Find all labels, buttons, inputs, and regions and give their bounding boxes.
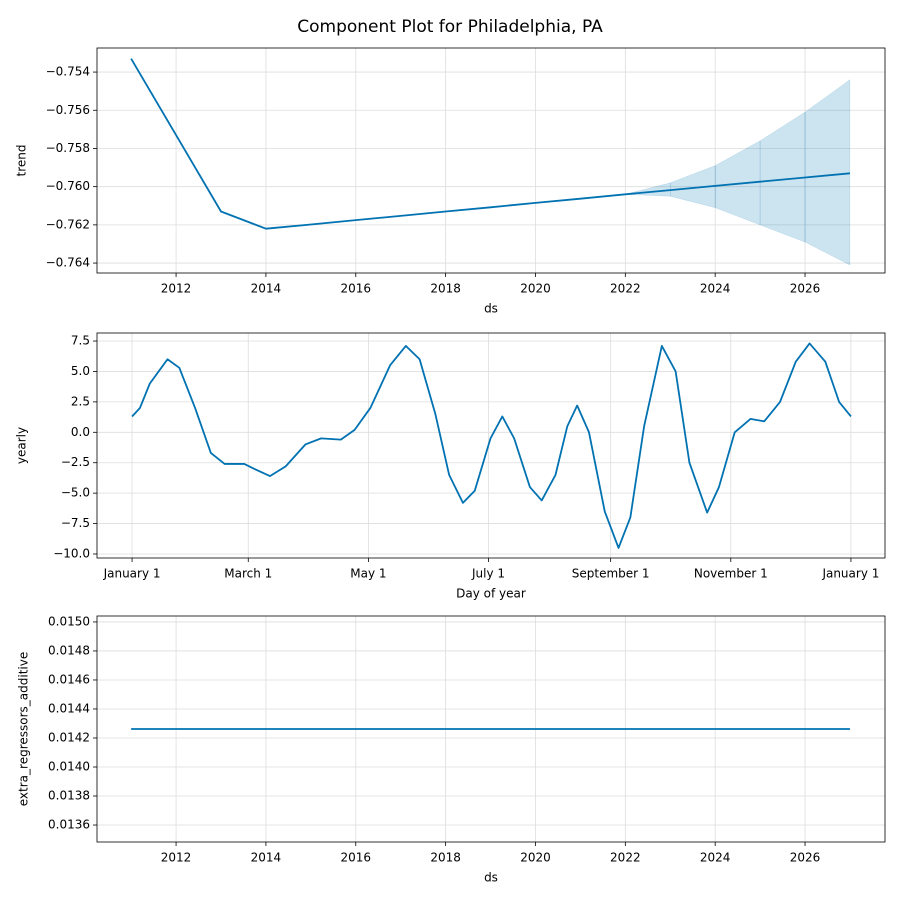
y-tick-label: −7.5: [61, 516, 90, 530]
x-axis-label: ds: [484, 871, 498, 885]
x-tick-label: 2016: [340, 851, 371, 865]
x-tick-label: 2018: [430, 282, 461, 296]
uncertainty-band: [714, 140, 761, 226]
y-tick-label: 0.0148: [48, 643, 90, 657]
y-tick-label: −0.764: [46, 256, 90, 270]
y-tick-label: −0.754: [46, 65, 90, 79]
x-tick-label: 2026: [790, 851, 821, 865]
x-tick-label: 2020: [520, 851, 551, 865]
x-tick-label: May 1: [350, 567, 386, 581]
y-axis-label: extra_regressors_additive: [17, 652, 31, 806]
y-axis-label: trend: [15, 145, 29, 177]
y-tick-label: 0.0146: [48, 672, 90, 686]
x-tick-label: September 1: [572, 567, 650, 581]
y-tick-label: 0.0142: [48, 730, 90, 744]
y-tick-label: 0.0144: [48, 701, 90, 715]
uncertainty-band: [759, 111, 806, 243]
x-tick-label: 2022: [610, 282, 641, 296]
x-tick-label: 2018: [430, 851, 461, 865]
x-tick-label: 2026: [790, 282, 821, 296]
x-tick-label: 2024: [700, 851, 731, 865]
x-tick-label: November 1: [694, 567, 768, 581]
y-tick-label: 0.0150: [48, 614, 90, 628]
y-tick-label: 0.0138: [48, 789, 90, 803]
y-tick-label: −0.762: [46, 217, 90, 231]
x-tick-label: 2014: [251, 851, 282, 865]
y-tick-label: −0.758: [46, 141, 90, 155]
y-tick-label: 2.5: [71, 394, 90, 408]
x-tick-label: January 1: [821, 567, 879, 581]
x-tick-label: 2020: [520, 282, 551, 296]
y-tick-label: −5.0: [61, 486, 90, 500]
subplot: 2012 2014 2016 2018 2020 2022 2024 2026 0.0136 0.…: [17, 614, 886, 885]
subplot: 2012 2014 2016 2018 2020 2022 2024 2026 −0.764 −0…: [15, 47, 886, 316]
y-tick-label: −0.756: [46, 103, 90, 117]
x-tick-label: 2012: [161, 282, 192, 296]
y-tick-label: 5.0: [71, 364, 90, 378]
x-tick-label: 2014: [251, 282, 282, 296]
x-tick-label: 2022: [610, 851, 641, 865]
uncertainty-band: [804, 79, 851, 266]
x-tick-label: January 1: [103, 567, 161, 581]
x-tick-label: July 1: [471, 567, 505, 581]
y-tick-label: −10.0: [53, 546, 90, 560]
subplot: January 1 March 1 May 1 July 1 September 1 No…: [15, 332, 886, 601]
y-tick-label: −0.760: [46, 179, 90, 193]
y-axis-label: yearly: [15, 427, 29, 464]
x-tick-label: 2024: [700, 282, 731, 296]
axes-frame: [96, 615, 886, 843]
line: [131, 342, 852, 549]
axes-frame: [96, 332, 886, 559]
x-tick-label: March 1: [224, 567, 272, 581]
y-tick-label: −2.5: [61, 455, 90, 469]
x-tick-label: 2016: [340, 282, 371, 296]
x-axis-label: Day of year: [456, 587, 526, 601]
y-tick-label: 0.0: [71, 425, 90, 439]
y-tick-label: 7.5: [71, 334, 90, 348]
y-tick-label: 0.0136: [48, 818, 90, 832]
line: [130, 58, 851, 230]
y-tick-label: 0.0140: [48, 760, 90, 774]
x-axis-label: ds: [484, 302, 498, 316]
uncertainty-band: [670, 165, 716, 208]
figure-title: Component Plot for Philadelphia, PA: [297, 17, 603, 37]
axes-frame: [96, 47, 886, 274]
x-tick-label: 2012: [161, 851, 192, 865]
